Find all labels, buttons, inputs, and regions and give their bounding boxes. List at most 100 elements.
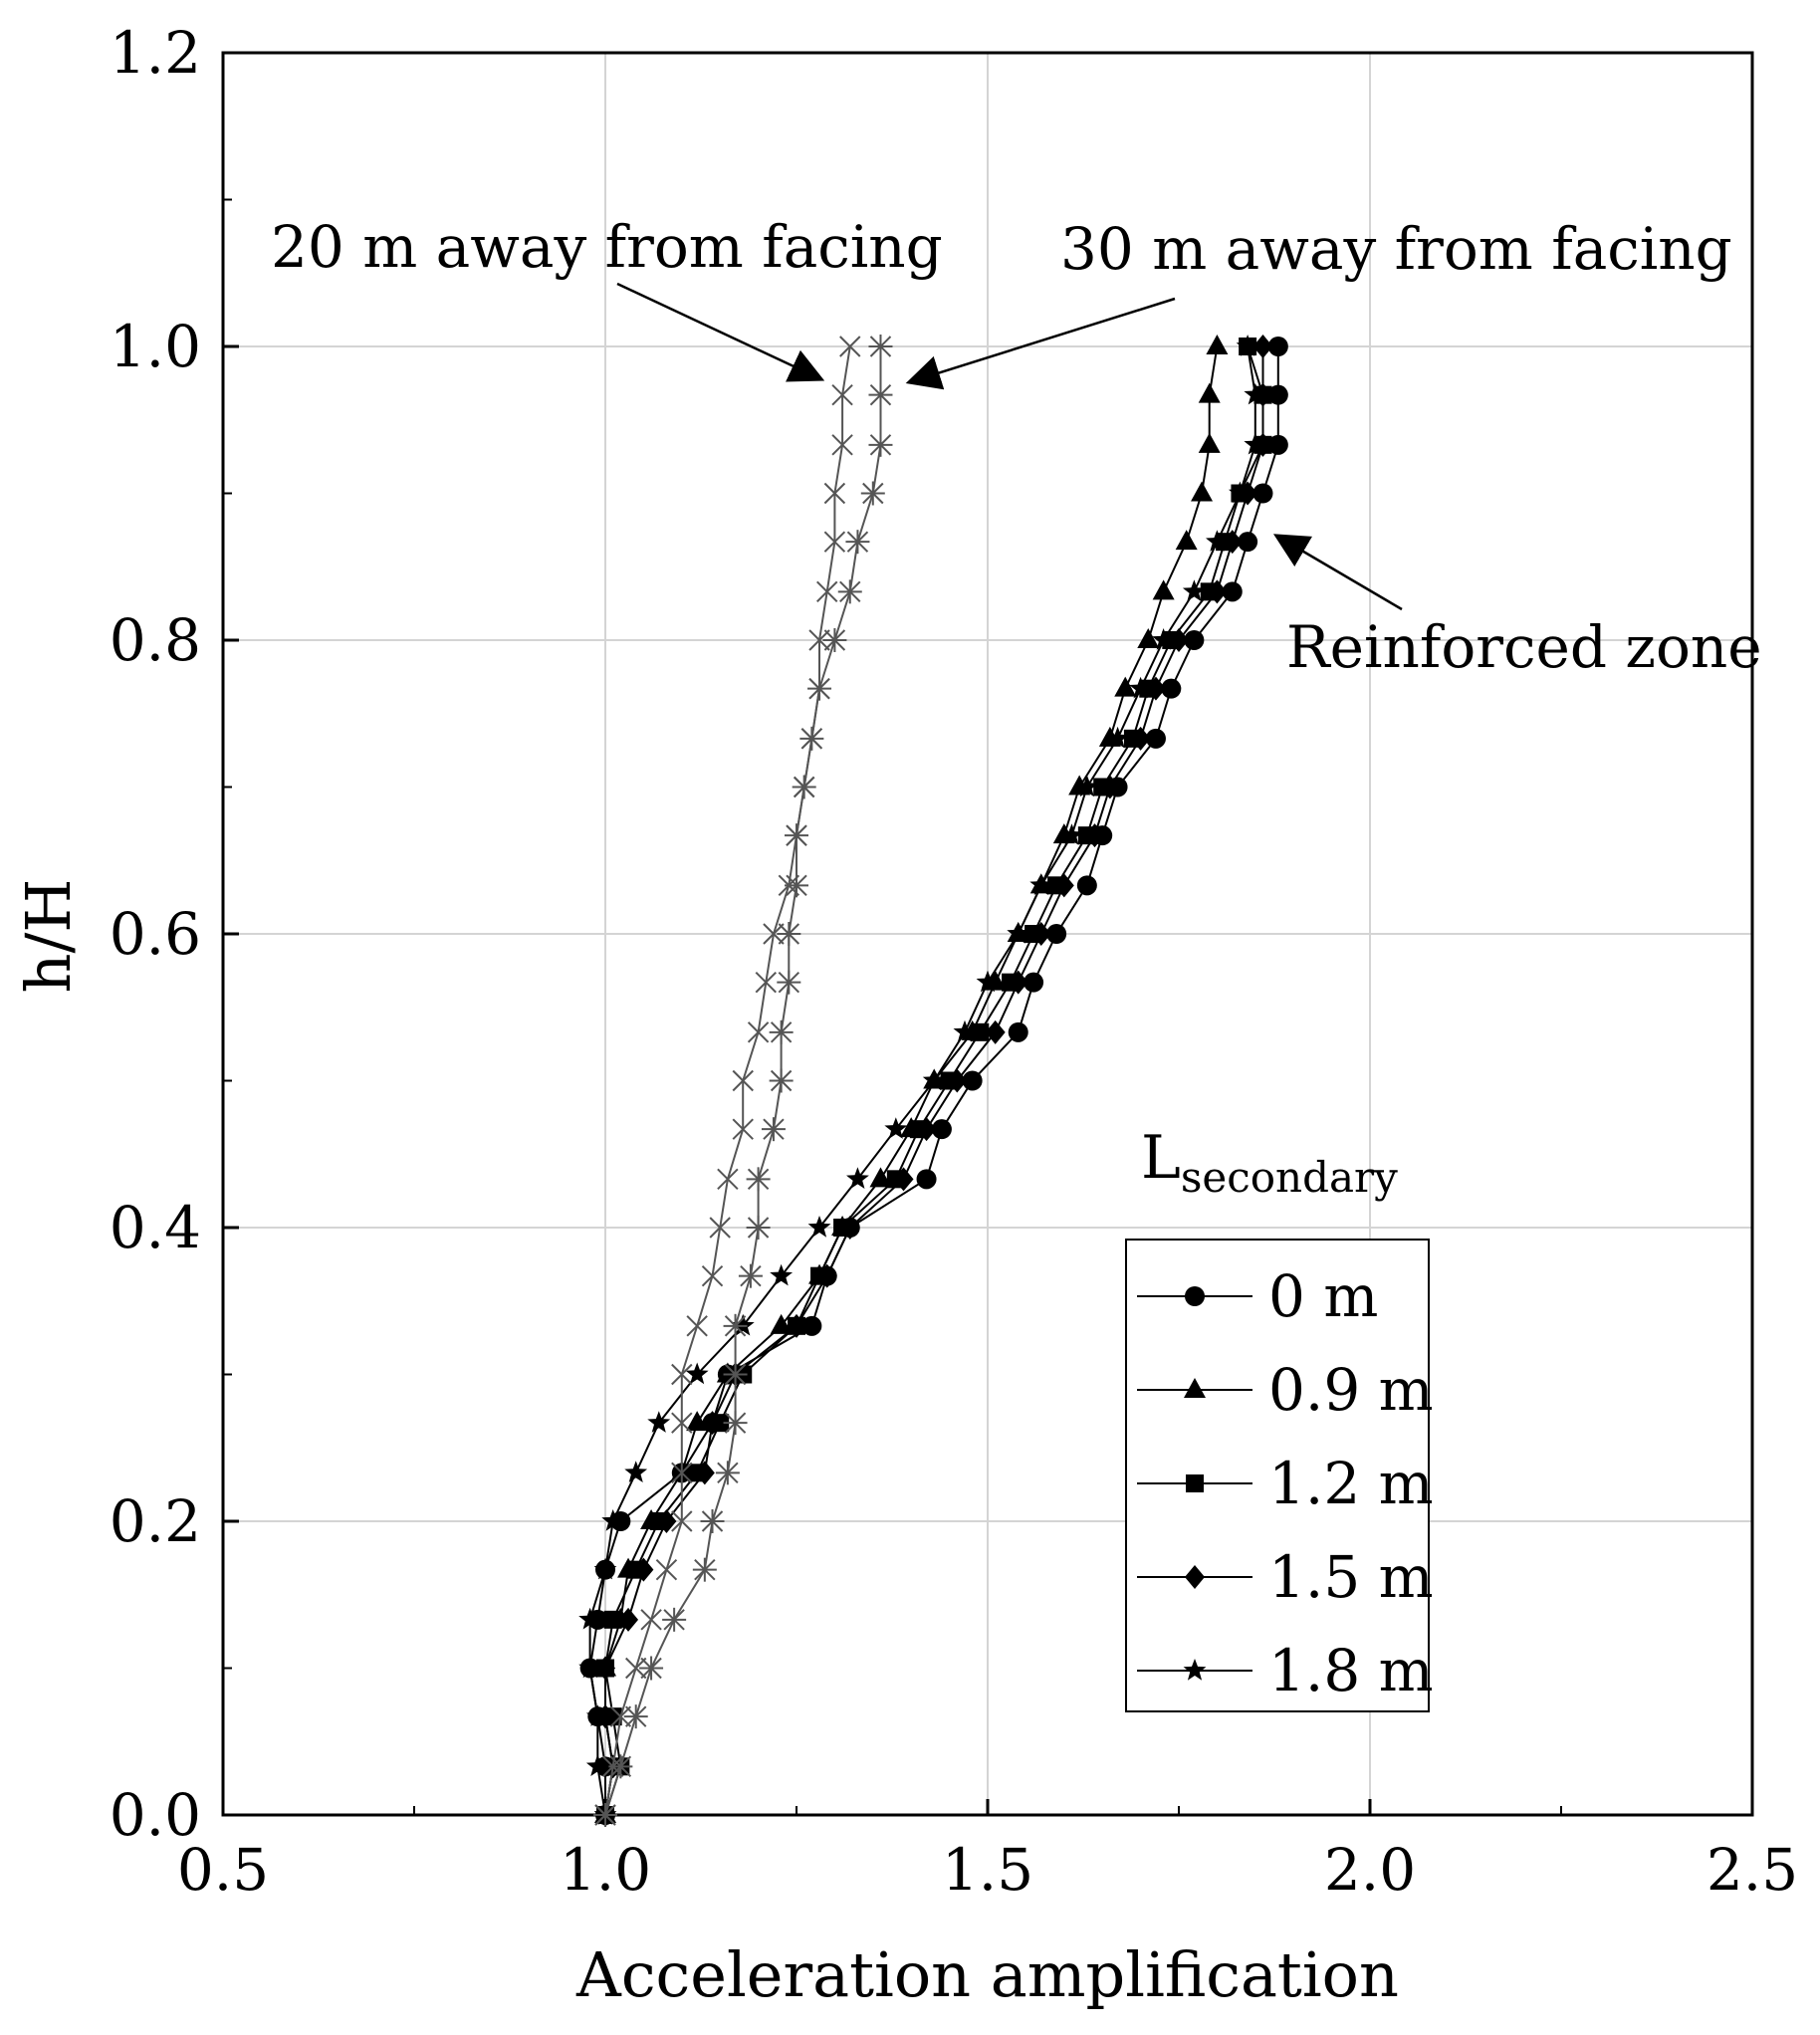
data-point-1-5-m	[1084, 823, 1105, 848]
data-point-0-m	[801, 1315, 822, 1336]
data-point-1-8-m	[770, 1263, 794, 1286]
y-tick-label: 0.6	[110, 900, 201, 968]
data-point-30-m-away-from-facing	[822, 628, 847, 652]
data-point-1-8-m	[1229, 481, 1251, 504]
data-point-0-m	[1267, 384, 1288, 405]
data-point-1-5-m	[985, 1019, 1006, 1044]
data-point-1-8-m	[1060, 823, 1083, 845]
data-point-1-8-m	[1244, 382, 1267, 405]
data-point-1-8-m	[1152, 628, 1176, 650]
legend-title-sub: secondary	[1181, 1153, 1398, 1202]
data-point-1-5-m	[787, 1313, 806, 1338]
annotation-20m-arrow	[616, 282, 825, 382]
data-point-1-8-m	[1182, 579, 1206, 601]
legend-item: 1.5 m	[1137, 1543, 1434, 1611]
legend-item: 1.2 m	[1137, 1450, 1434, 1517]
data-point-20-m-away-from-facing	[671, 1412, 693, 1434]
data-point-0-m	[1145, 728, 1166, 749]
data-point-0-m	[1184, 630, 1205, 650]
data-point-1-5-m	[1222, 530, 1243, 555]
data-point-1-8-m	[976, 970, 1000, 993]
y-tick-label: 1.0	[110, 313, 201, 380]
data-point-20-m-away-from-facing	[763, 923, 785, 945]
data-point-0-9-m	[1175, 530, 1198, 551]
legend-label: 1.2 m	[1268, 1450, 1434, 1517]
legend-label: 0.9 m	[1268, 1356, 1434, 1424]
data-point-30-m-away-from-facing	[608, 1754, 633, 1779]
data-point-1-5-m	[1053, 873, 1074, 898]
data-point-1-5-m	[1145, 676, 1166, 701]
data-point-20-m-away-from-facing	[816, 580, 838, 603]
axis-ticks: 0.5 1.0 1.5 2.0 2.5 0.0 0.2 0.4 0.6 0.8 1.0 1.2	[110, 19, 1798, 1904]
data-point-30-m-away-from-facing	[639, 1656, 664, 1681]
data-point-1-5-m	[1030, 922, 1051, 946]
data-point-20-m-away-from-facing	[640, 1609, 662, 1631]
data-point-1-5-m	[816, 1263, 837, 1288]
data-point-1-5-m	[893, 1167, 914, 1192]
data-point-30-m-away-from-facing	[700, 1509, 725, 1533]
data-point-1-5-m	[947, 1068, 968, 1093]
data-point-20-m-away-from-facing	[709, 1217, 731, 1239]
legend-marker	[1186, 1474, 1204, 1492]
y-tick-label: 1.2	[110, 19, 201, 87]
data-point-30-m-away-from-facing	[769, 1019, 794, 1044]
data-point-30-m-away-from-facing	[868, 432, 893, 457]
legend-label: 1.5 m	[1268, 1543, 1434, 1611]
legend-marker	[1185, 1286, 1205, 1306]
data-point-1-5-m	[656, 1509, 677, 1533]
data-point-0-m	[1222, 581, 1243, 602]
data-point-0-m	[1161, 678, 1182, 699]
data-point-1-8-m	[953, 1019, 977, 1042]
data-point-0-m	[1076, 875, 1097, 896]
data-point-1-8-m	[685, 1362, 709, 1385]
data-point-1-8-m	[593, 1557, 617, 1580]
data-point-30-m-away-from-facing	[845, 530, 870, 555]
data-point-1-8-m	[1007, 922, 1030, 944]
data-point-0-9-m	[1206, 335, 1229, 354]
data-point-0-9-m	[869, 1167, 892, 1188]
data-point-1-8-m	[585, 1704, 609, 1726]
data-point-30-m-away-from-facing	[868, 335, 893, 358]
y-tick-label: 0.4	[110, 1194, 201, 1261]
data-point-30-m-away-from-facing	[723, 1362, 748, 1387]
series-layer	[578, 335, 1288, 1827]
data-point-0-m	[1267, 434, 1288, 455]
data-point-20-m-away-from-facing	[755, 971, 777, 994]
data-point-30-m-away-from-facing	[799, 726, 824, 751]
legend-title: Lsecondary	[1141, 1123, 1398, 1202]
data-point-0-m	[1238, 532, 1258, 553]
data-point-1-8-m	[624, 1461, 648, 1482]
data-point-30-m-away-from-facing	[692, 1557, 717, 1582]
legend-label: 1.8 m	[1268, 1637, 1434, 1704]
data-point-1-8-m	[1206, 530, 1229, 552]
data-point-20-m-away-from-facing	[831, 383, 853, 406]
y-tick-label: 0.2	[110, 1487, 201, 1555]
annotation-30m-arrow	[905, 297, 1176, 390]
data-point-1-8-m	[884, 1117, 908, 1139]
data-point-1-8-m	[647, 1411, 671, 1433]
data-point-1-5-m	[702, 1411, 723, 1436]
data-point-1-8-m	[601, 1509, 625, 1531]
x-tick-label: 1.5	[942, 1836, 1033, 1904]
data-point-20-m-away-from-facing	[808, 629, 830, 651]
data-point-20-m-away-from-facing	[625, 1657, 647, 1680]
annotation-reinforced-zone: Reinforced zone	[1286, 613, 1762, 681]
data-point-30-m-away-from-facing	[723, 1411, 748, 1436]
data-point-1-5-m	[1099, 775, 1120, 799]
data-point-0-9-m	[1198, 382, 1221, 403]
y-axis-label: h/H	[12, 879, 85, 994]
data-point-30-m-away-from-facing	[807, 676, 832, 701]
data-point-1-5-m	[1130, 726, 1151, 751]
legend-title-main: L	[1141, 1123, 1181, 1193]
x-axis-label: Acceleration amplification	[575, 1938, 1399, 2011]
series-line-20-m-away-from-facing	[604, 345, 851, 1816]
data-point-1-8-m	[731, 1313, 755, 1336]
y-tick-label: 0.0	[110, 1781, 201, 1849]
data-point-1-5-m	[916, 1117, 937, 1142]
data-point-30-m-away-from-facing	[837, 579, 862, 604]
data-point-1-5-m	[633, 1557, 654, 1582]
data-point-20-m-away-from-facing	[701, 1264, 724, 1287]
data-point-0-9-m	[1191, 481, 1214, 502]
legend-marker	[1183, 1659, 1207, 1681]
